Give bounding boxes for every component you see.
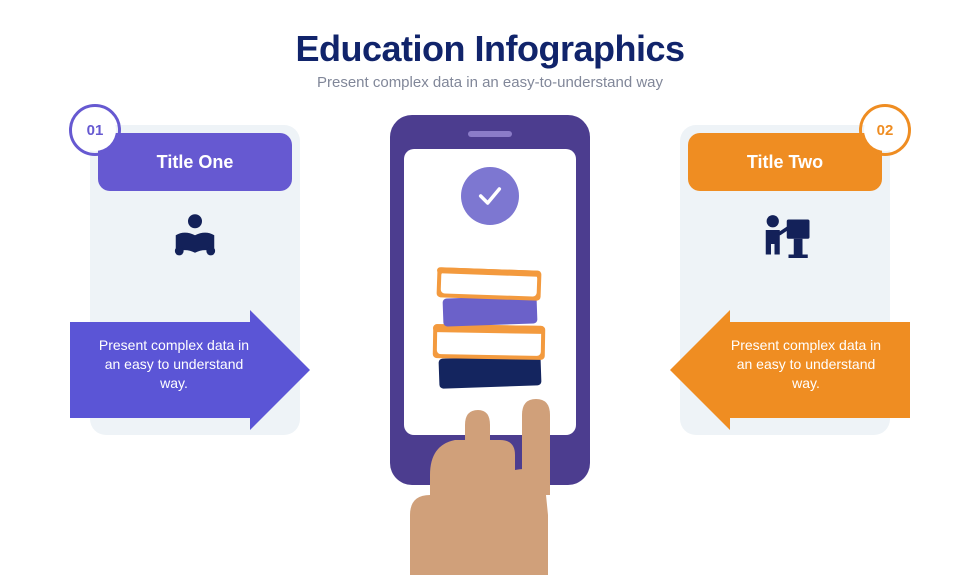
teacher-icon — [680, 209, 890, 265]
arrow-one: Present complex data in an easy to under… — [70, 310, 310, 430]
badge-one: 01 — [74, 109, 116, 151]
badge-two-number: 02 — [877, 122, 894, 139]
phone-illustration — [340, 115, 640, 535]
card-two-header: Title Two — [688, 133, 882, 191]
reader-icon — [90, 209, 300, 265]
infographic-stage: Title One 01 Present complex data in an … — [0, 115, 980, 535]
card-one-title: Title One — [157, 152, 234, 173]
arrow-one-text: Present complex data in an easy to under… — [94, 336, 254, 393]
arrow-two-text: Present complex data in an easy to under… — [726, 336, 886, 393]
header: Education Infographics Present complex d… — [0, 0, 980, 91]
phone-speaker — [468, 131, 512, 137]
card-two-title: Title Two — [747, 152, 823, 173]
checkmark-icon — [461, 167, 519, 225]
page-title: Education Infographics — [0, 28, 980, 70]
badge-two: 02 — [864, 109, 906, 151]
card-one-header: Title One — [98, 133, 292, 191]
page-subtitle: Present complex data in an easy-to-under… — [0, 74, 980, 91]
arrow-two: Present complex data in an easy to under… — [670, 310, 910, 430]
hand-icon — [370, 355, 610, 575]
badge-one-number: 01 — [87, 122, 104, 139]
